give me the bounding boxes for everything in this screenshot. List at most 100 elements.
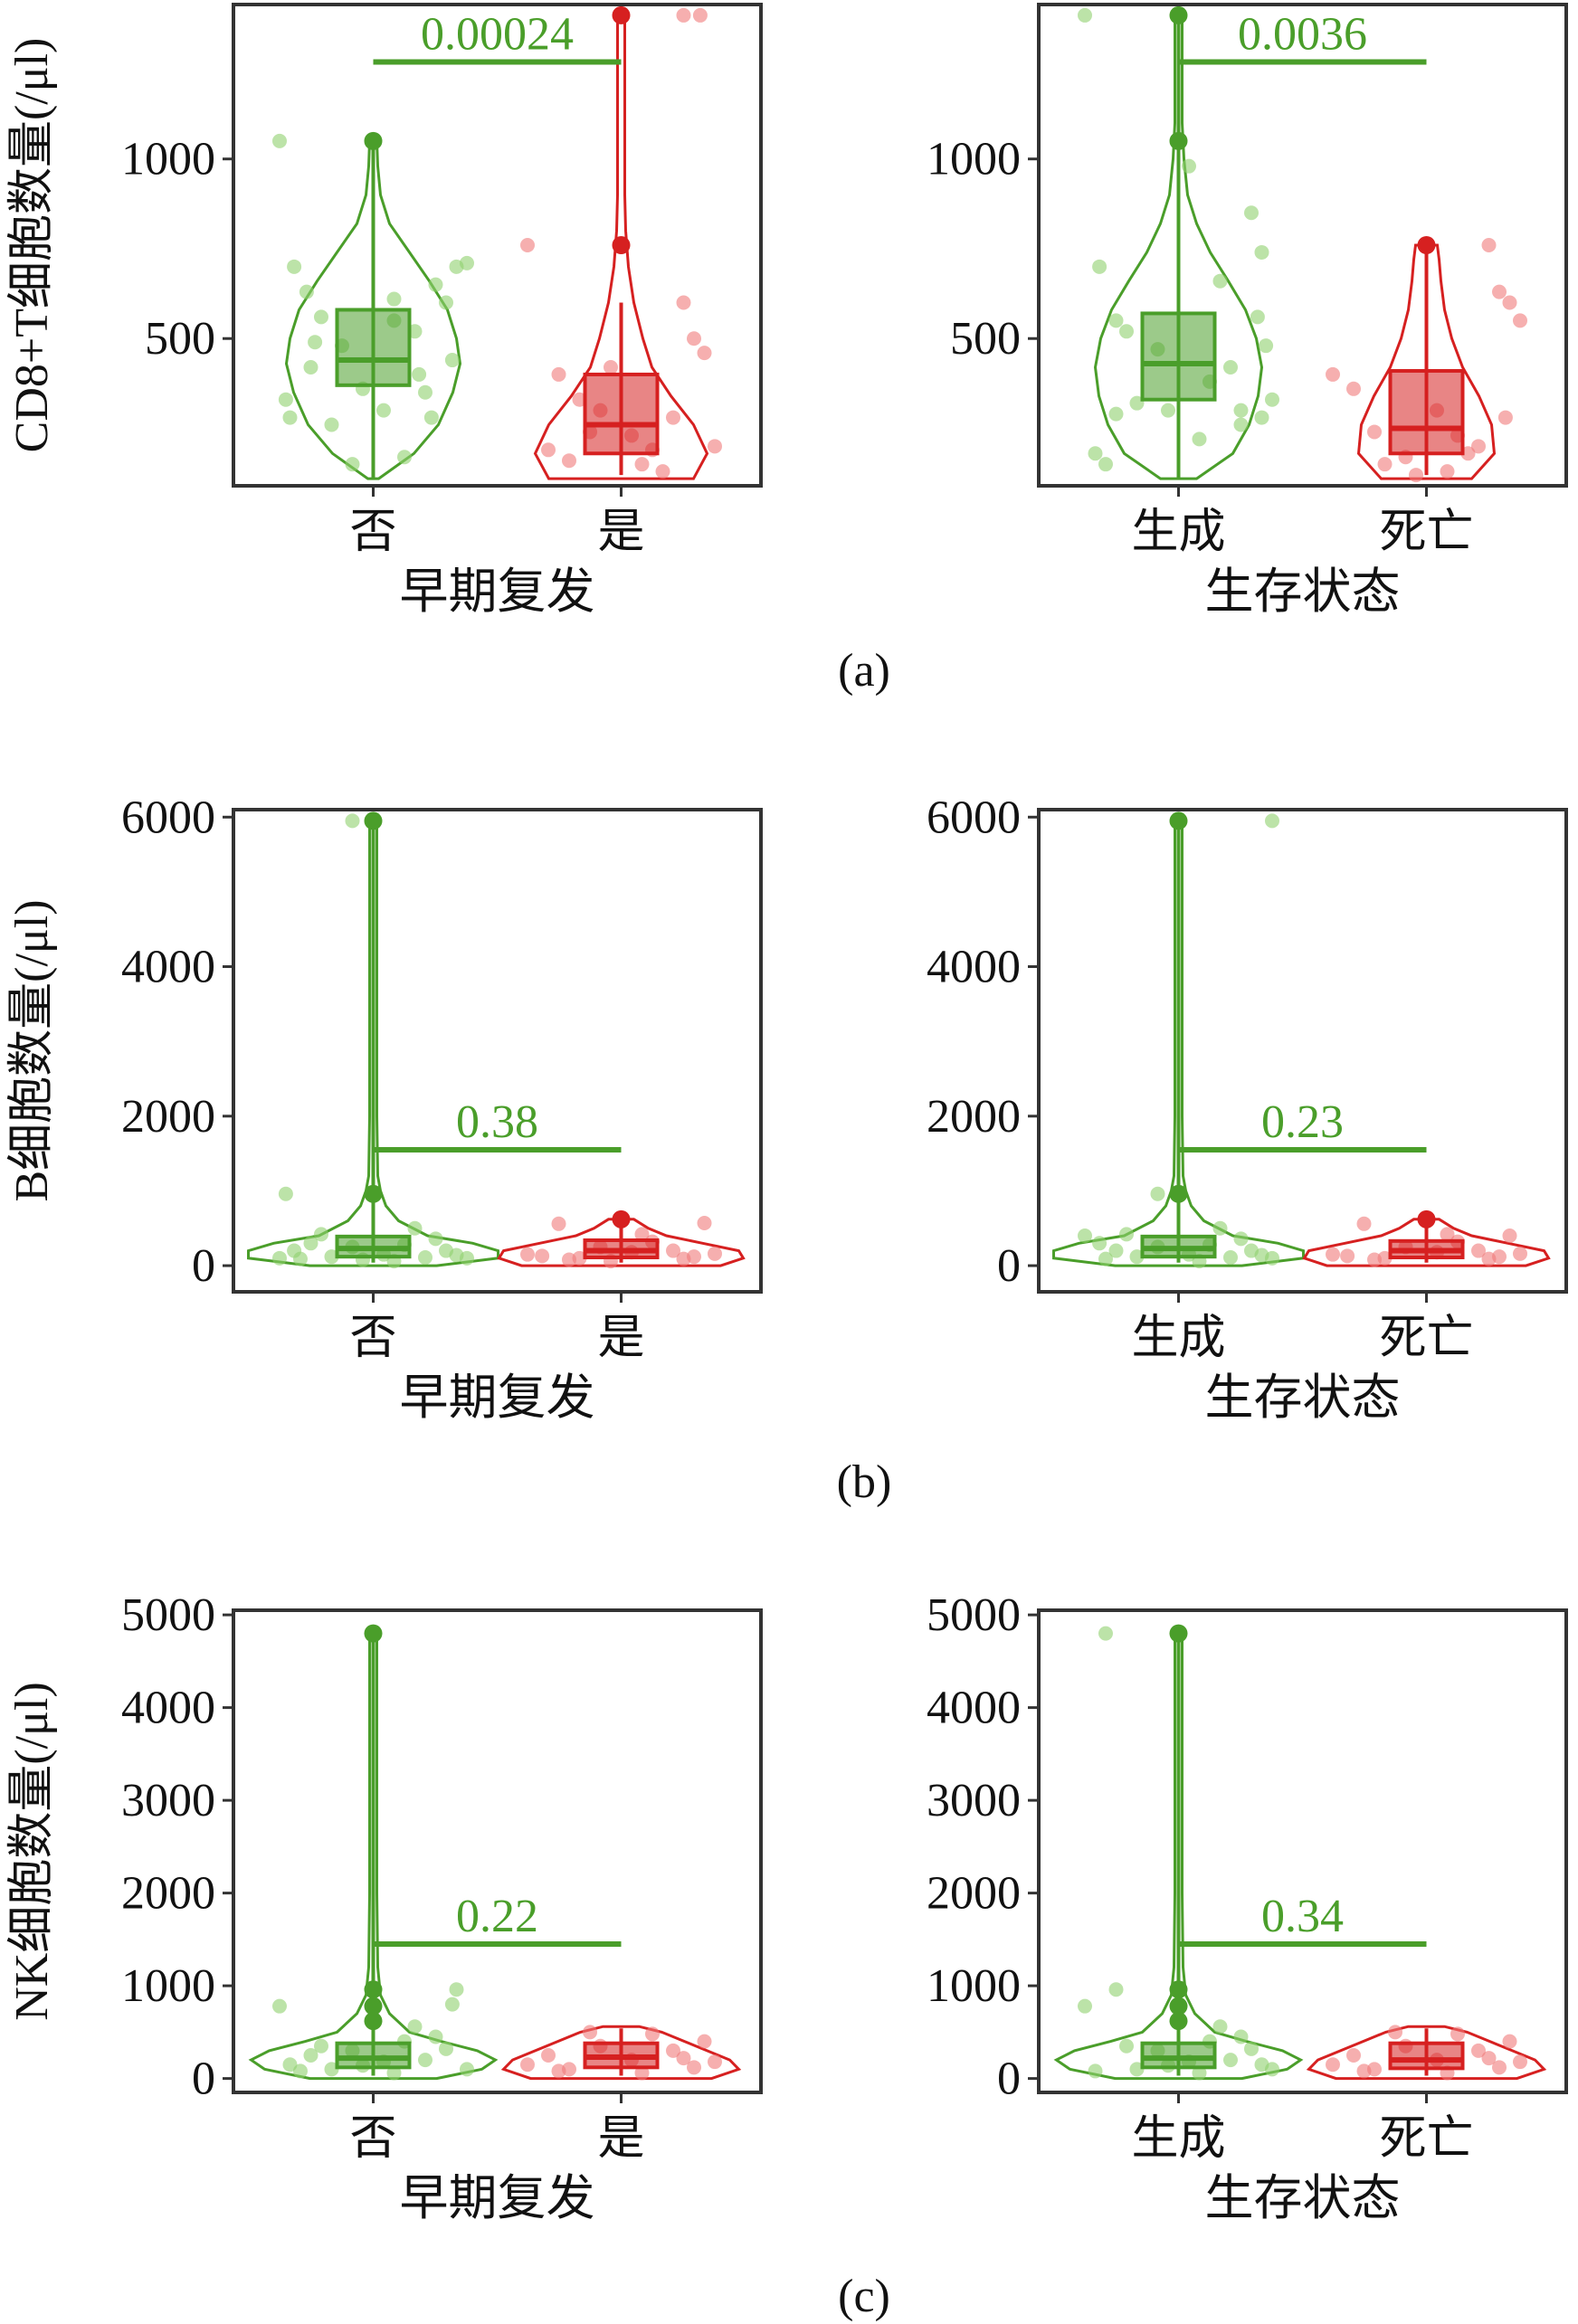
- data-point: [1243, 205, 1259, 221]
- x-category-label: 死亡: [1379, 2111, 1473, 2166]
- y-tick-label: 5000: [121, 1589, 215, 1641]
- data-point: [1356, 1216, 1372, 1231]
- iqr-box: [1388, 2041, 1465, 2071]
- data-point: [604, 359, 619, 375]
- data-point: [292, 2063, 308, 2079]
- data-point: [1233, 1231, 1249, 1247]
- data-point: [386, 2065, 402, 2081]
- data-point: [1233, 417, 1249, 432]
- data-point: [313, 1227, 328, 1242]
- data-point: [697, 2034, 712, 2049]
- data-point: [324, 417, 339, 432]
- data-point: [449, 1982, 464, 1997]
- data-point: [1250, 309, 1265, 325]
- data-point: [345, 457, 360, 472]
- y-tick-label: 0: [192, 1240, 215, 1292]
- y-tick-label: 3000: [927, 1775, 1021, 1826]
- data-point: [278, 392, 293, 407]
- data-point: [551, 2063, 566, 2079]
- outlier-point: [1417, 1209, 1436, 1228]
- chart-panel-6: 0 1000 2000 3000 4000 5000 生成 死亡 0.34 生存状态: [927, 1589, 1568, 2226]
- data-point: [1440, 464, 1455, 479]
- data-point: [562, 1252, 577, 1267]
- y-tick-label: 4000: [927, 1683, 1021, 1734]
- violin-2: [500, 2025, 742, 2081]
- data-point: [412, 366, 427, 382]
- data-point: [666, 1243, 681, 1258]
- p-value-label: 0.00024: [421, 9, 574, 61]
- data-point: [687, 2060, 702, 2075]
- data-point: [423, 410, 439, 425]
- y-tick-label: 500: [145, 313, 215, 365]
- chart-panel-5: 0 1000 2000 3000 4000 5000 否 是 0.22 早期复发 NK细胞数量(/μ…: [6, 1589, 763, 2226]
- data-point: [1492, 284, 1507, 299]
- data-point: [1192, 2065, 1207, 2081]
- x-category-label: 是: [597, 505, 644, 559]
- data-point: [444, 353, 460, 368]
- data-point: [417, 384, 433, 400]
- x-axis-title: 生存状态: [1205, 2169, 1401, 2226]
- data-point: [676, 1251, 691, 1266]
- y-tick-label: 0: [997, 2054, 1021, 2105]
- p-value-label: 0.34: [1261, 1891, 1344, 1942]
- data-point: [520, 1247, 536, 1262]
- data-point: [551, 366, 566, 382]
- y-tick-label: 4000: [121, 1683, 215, 1734]
- y-tick-label: 2000: [927, 1091, 1021, 1143]
- x-axis-title: 生存状态: [1205, 1369, 1401, 1426]
- data-point: [396, 450, 412, 465]
- data-point: [459, 255, 474, 270]
- data-point: [1440, 1227, 1455, 1242]
- x-category-label: 生成: [1131, 505, 1225, 559]
- y-tick-label: 0: [997, 1240, 1021, 1292]
- data-point: [1092, 1236, 1107, 1251]
- data-point: [1108, 406, 1124, 422]
- data-point: [676, 2051, 691, 2066]
- data-point: [541, 2048, 556, 2063]
- x-category-label: 死亡: [1379, 505, 1473, 559]
- outlier-point: [1169, 1997, 1188, 2016]
- figure-label-b: (b): [837, 1456, 892, 1508]
- data-point: [634, 2065, 650, 2081]
- violin-2: [1356, 243, 1497, 480]
- y-tick-label: 4000: [927, 942, 1021, 993]
- data-point: [520, 2057, 536, 2073]
- plot-frame: [232, 808, 763, 1294]
- outlier-point: [1169, 811, 1188, 830]
- y-tick-label: 1000: [121, 134, 215, 185]
- data-point: [278, 1186, 293, 1201]
- outlier-point: [1169, 1624, 1188, 1643]
- y-tick-label: 2000: [121, 1868, 215, 1920]
- violin-2: [1306, 2025, 1547, 2081]
- outlier-point: [1169, 1184, 1188, 1203]
- data-point: [1481, 238, 1497, 252]
- data-point: [1513, 313, 1528, 328]
- data-point: [407, 2019, 423, 2035]
- data-point: [676, 7, 691, 23]
- data-point: [1243, 2041, 1259, 2056]
- y-axis-title: B细胞数量(/μl): [6, 899, 58, 1201]
- data-point: [1264, 392, 1279, 407]
- y-tick-label: 0: [192, 2054, 215, 2105]
- outlier-point: [612, 5, 631, 24]
- outlier-point: [1169, 131, 1188, 150]
- outlier-point: [1169, 2012, 1188, 2031]
- y-tick-label: 3000: [121, 1775, 215, 1826]
- data-point: [1088, 2063, 1103, 2079]
- data-point: [645, 2026, 661, 2042]
- violin-2: [497, 1218, 746, 1267]
- y-tick-label: 6000: [927, 792, 1021, 843]
- data-point: [428, 277, 443, 292]
- data-point: [271, 133, 287, 148]
- p-value-label: 0.23: [1261, 1096, 1344, 1148]
- data-point: [1077, 7, 1092, 23]
- data-point: [417, 2053, 433, 2068]
- data-point: [417, 1249, 433, 1265]
- data-point: [386, 291, 402, 307]
- data-point: [303, 2048, 318, 2063]
- data-point: [1367, 424, 1383, 440]
- data-point: [287, 259, 302, 274]
- data-point: [1212, 273, 1228, 289]
- data-point: [1264, 2062, 1279, 2077]
- y-tick-label: 1000: [927, 1960, 1021, 2012]
